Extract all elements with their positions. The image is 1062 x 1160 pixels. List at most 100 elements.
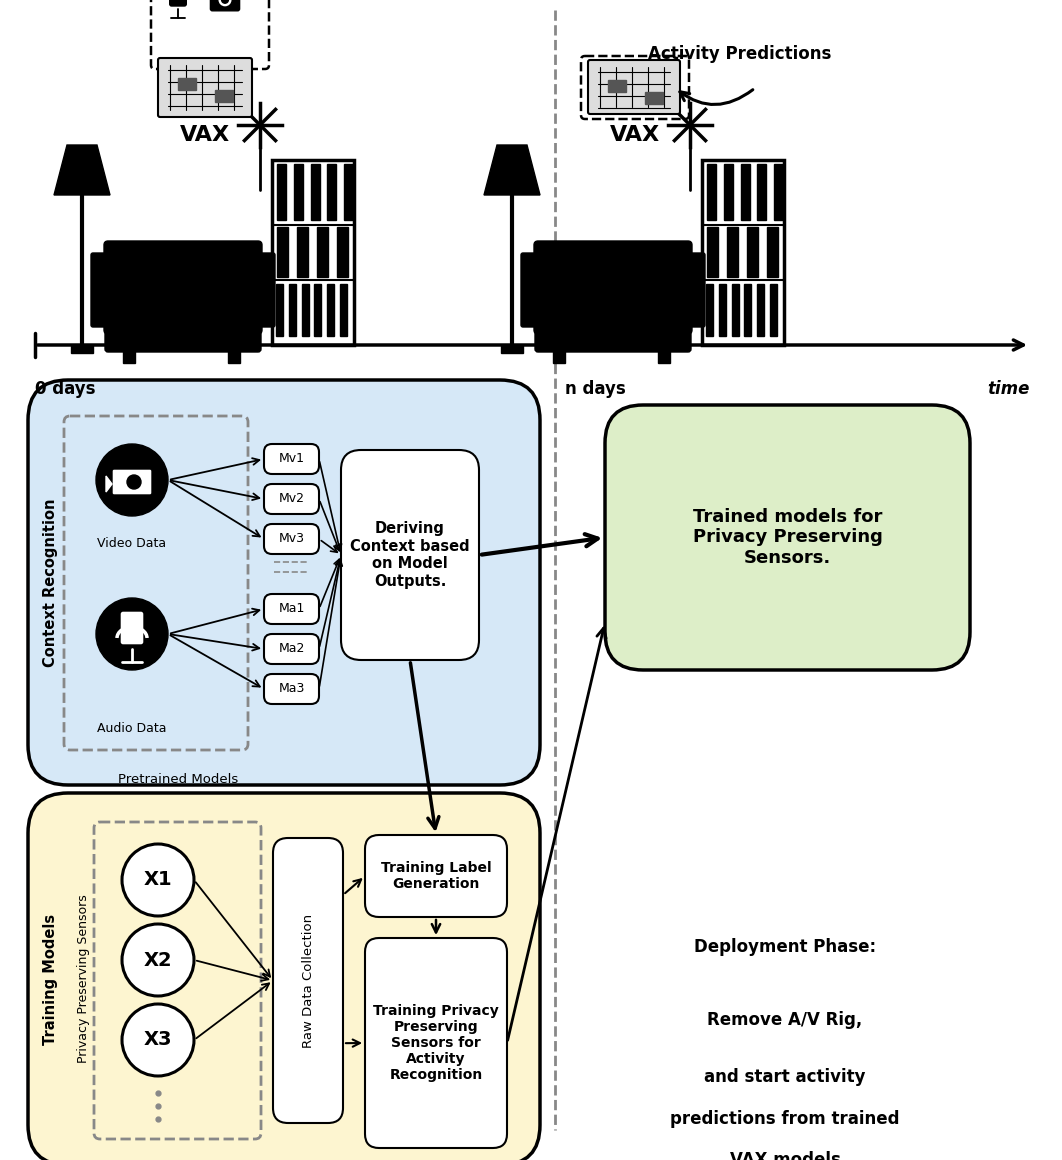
Bar <box>71 345 93 353</box>
Circle shape <box>122 844 194 916</box>
Bar <box>344 164 353 219</box>
Bar <box>337 226 348 276</box>
Text: Remove A/V Rig,: Remove A/V Rig, <box>707 1010 862 1029</box>
Text: X1: X1 <box>143 870 172 890</box>
Circle shape <box>222 0 228 3</box>
FancyBboxPatch shape <box>535 314 691 351</box>
Text: Training Privacy
Preserving
Sensors for
Activity
Recognition: Training Privacy Preserving Sensors for … <box>373 1003 499 1082</box>
Bar <box>727 226 738 276</box>
Text: Mv1: Mv1 <box>278 452 305 465</box>
Bar <box>774 164 783 219</box>
Bar <box>658 345 670 363</box>
Bar <box>740 164 750 219</box>
Bar <box>501 345 523 353</box>
Bar <box>757 164 767 219</box>
Text: Audio Data: Audio Data <box>98 722 167 735</box>
Bar <box>757 284 765 336</box>
FancyBboxPatch shape <box>112 469 152 495</box>
Text: time: time <box>988 380 1030 398</box>
Text: X3: X3 <box>143 1030 172 1050</box>
FancyBboxPatch shape <box>605 405 970 670</box>
FancyBboxPatch shape <box>120 611 144 645</box>
Polygon shape <box>484 145 539 195</box>
Text: and start activity: and start activity <box>704 1068 866 1086</box>
FancyBboxPatch shape <box>264 444 319 474</box>
Text: VAX: VAX <box>179 125 230 145</box>
Bar <box>228 345 240 363</box>
FancyBboxPatch shape <box>264 635 319 664</box>
Bar <box>215 90 233 102</box>
Text: VAX: VAX <box>610 125 661 145</box>
Bar <box>123 345 135 363</box>
Bar <box>767 226 778 276</box>
Circle shape <box>219 0 230 6</box>
Text: Training Models: Training Models <box>42 913 57 1044</box>
Bar <box>302 284 309 336</box>
Text: VAX models: VAX models <box>730 1151 840 1160</box>
Text: Trained models for
Privacy Preserving
Sensors.: Trained models for Privacy Preserving Se… <box>692 508 883 567</box>
Bar <box>707 164 716 219</box>
Polygon shape <box>106 476 112 492</box>
Bar <box>747 226 758 276</box>
FancyBboxPatch shape <box>588 60 680 114</box>
Text: n days: n days <box>565 380 626 398</box>
Text: Activity Predictions: Activity Predictions <box>648 45 832 63</box>
Bar <box>289 284 296 336</box>
Bar <box>297 226 308 276</box>
Bar <box>310 164 320 219</box>
Circle shape <box>122 1005 194 1076</box>
Bar <box>327 284 335 336</box>
Circle shape <box>127 474 141 490</box>
FancyBboxPatch shape <box>521 253 545 327</box>
FancyBboxPatch shape <box>264 594 319 624</box>
FancyBboxPatch shape <box>273 838 343 1123</box>
FancyBboxPatch shape <box>341 450 479 660</box>
FancyBboxPatch shape <box>264 524 319 554</box>
Text: Training Label
Generation: Training Label Generation <box>380 861 492 891</box>
Text: Mv3: Mv3 <box>278 532 305 545</box>
FancyBboxPatch shape <box>681 253 705 327</box>
Bar <box>276 284 282 336</box>
Bar <box>723 164 733 219</box>
Text: Raw Data Collection: Raw Data Collection <box>302 913 314 1047</box>
FancyBboxPatch shape <box>534 241 692 334</box>
Bar <box>277 164 286 219</box>
Text: 0 days: 0 days <box>35 380 96 398</box>
FancyBboxPatch shape <box>264 484 319 514</box>
Text: Context Recognition: Context Recognition <box>42 499 57 667</box>
Text: Privacy Preserving Sensors: Privacy Preserving Sensors <box>76 894 89 1064</box>
Bar <box>277 226 288 276</box>
FancyBboxPatch shape <box>28 793 539 1160</box>
FancyBboxPatch shape <box>210 0 240 10</box>
Bar <box>707 226 718 276</box>
FancyBboxPatch shape <box>28 380 539 785</box>
Circle shape <box>96 444 168 516</box>
Text: Pretrained Models: Pretrained Models <box>118 773 238 786</box>
Bar <box>272 160 354 345</box>
FancyBboxPatch shape <box>158 58 252 117</box>
FancyBboxPatch shape <box>105 314 261 351</box>
FancyBboxPatch shape <box>365 938 507 1148</box>
Text: Deployment Phase:: Deployment Phase: <box>693 938 876 956</box>
Bar <box>553 345 565 363</box>
Bar <box>327 164 337 219</box>
Bar <box>770 284 777 336</box>
FancyBboxPatch shape <box>104 241 262 334</box>
FancyBboxPatch shape <box>170 0 186 6</box>
Text: Mv2: Mv2 <box>278 493 305 506</box>
Bar <box>316 226 328 276</box>
Bar <box>706 284 713 336</box>
FancyBboxPatch shape <box>251 253 275 327</box>
FancyBboxPatch shape <box>365 835 507 918</box>
Text: Deriving
Context based
on Model
Outputs.: Deriving Context based on Model Outputs. <box>350 521 469 588</box>
Text: predictions from trained: predictions from trained <box>670 1110 900 1128</box>
Bar <box>609 80 626 92</box>
Text: Ma2: Ma2 <box>278 643 305 655</box>
Bar <box>719 284 725 336</box>
Bar <box>645 92 663 104</box>
Bar <box>178 78 196 90</box>
Circle shape <box>122 925 194 996</box>
Text: X2: X2 <box>143 950 172 970</box>
Bar <box>744 284 752 336</box>
Polygon shape <box>54 145 110 195</box>
